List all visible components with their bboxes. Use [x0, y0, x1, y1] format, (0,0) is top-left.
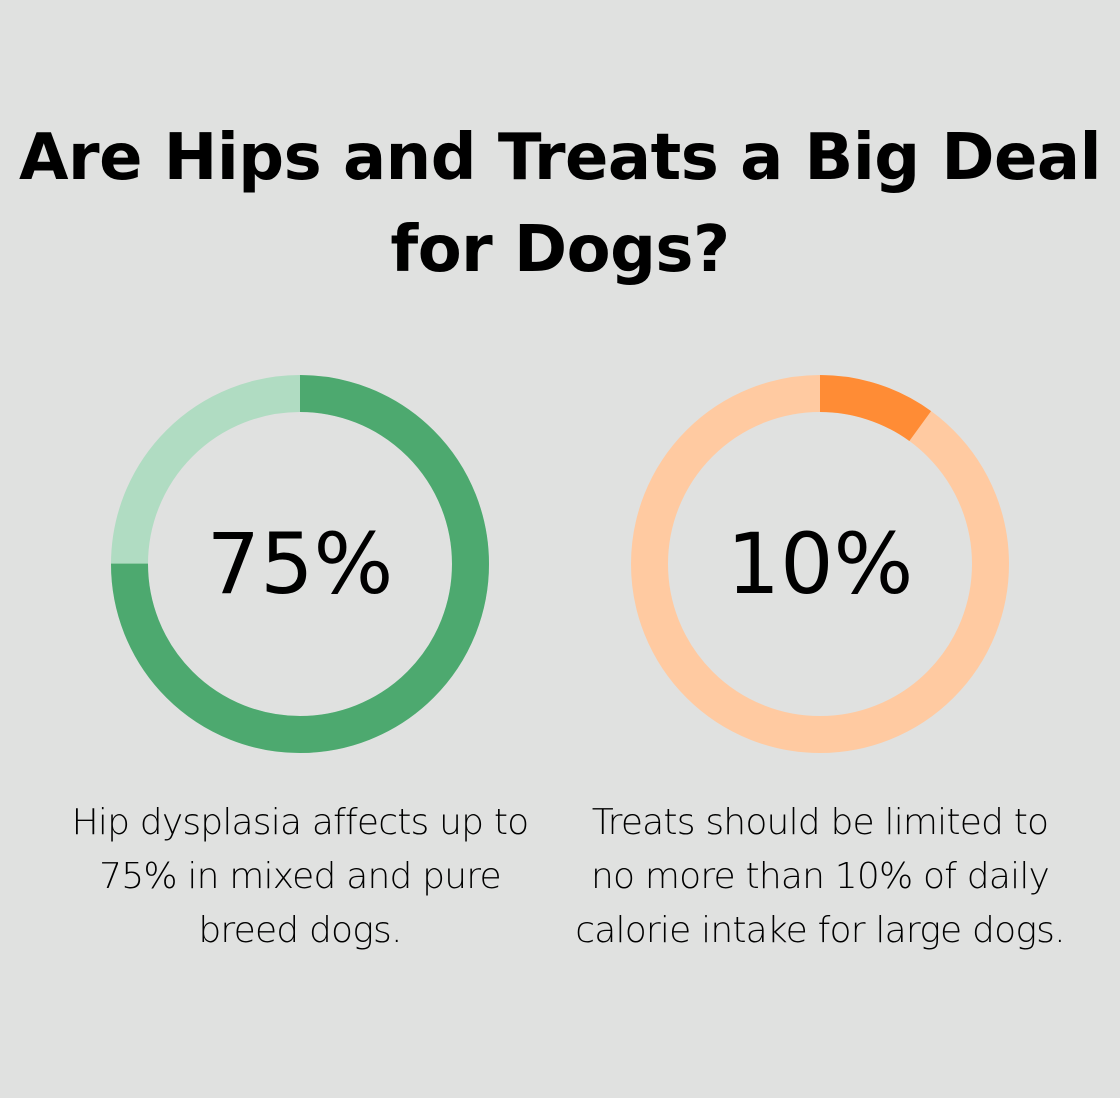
- donut-value-label: 75%: [206, 515, 394, 613]
- donut-value-arc: [631, 375, 1009, 753]
- donut-ring: [111, 375, 489, 753]
- donut-chart-hip-dysplasia: 75%: [110, 374, 490, 754]
- donut-ring: [631, 375, 1009, 753]
- donut-value-label: 10%: [726, 515, 914, 613]
- page-title: Are Hips and Treats a Big Deal for Dogs?: [19, 121, 1102, 287]
- donut-value-arc: [111, 375, 489, 753]
- caption-treats: Treats should be limited to no more than…: [575, 802, 1065, 951]
- caption-hip-dysplasia: Hip dysplasia affects up to 75% in mixed…: [71, 802, 530, 951]
- donut-chart-treats: 10%: [630, 374, 1010, 754]
